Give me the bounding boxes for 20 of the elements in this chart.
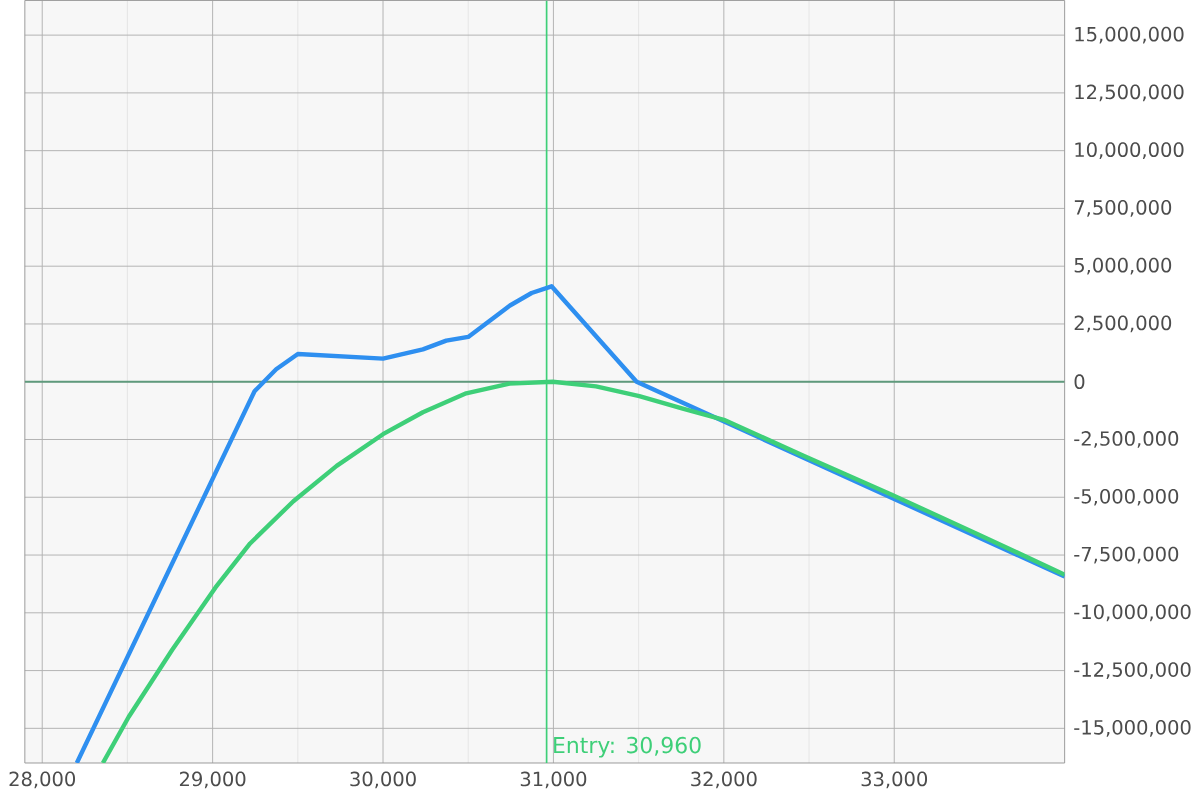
y-tick-label: -7,500,000 xyxy=(1074,546,1179,564)
y-tick-label: 7,500,000 xyxy=(1074,199,1172,217)
y-tick-label: 2,500,000 xyxy=(1074,315,1172,333)
x-tick-label: 30,000 xyxy=(350,771,416,789)
x-tick-label: 32,000 xyxy=(691,771,757,789)
y-tick-label: -15,000,000 xyxy=(1074,719,1191,737)
x-tick-label: 31,000 xyxy=(520,771,587,789)
x-tick-label: 28,000 xyxy=(9,771,76,789)
y-tick-label: 10,000,000 xyxy=(1075,142,1184,159)
y-tick-label: 0 xyxy=(1074,374,1085,389)
x-tick-label: 29,000 xyxy=(179,771,246,789)
x-tick-label: 33,000 xyxy=(861,771,928,789)
ref-line-label: Entry: 30,960 xyxy=(554,736,701,758)
y-tick-label: -10,000,000 xyxy=(1074,604,1191,621)
y-tick-label: 12,500,000 xyxy=(1075,84,1184,102)
y-tick-label: 5,000,000 xyxy=(1074,257,1172,275)
y-tick-label: 15,000,000 xyxy=(1075,26,1184,44)
y-tick-label: -12,500,000 xyxy=(1074,661,1191,679)
y-tick-label: -5,000,000 xyxy=(1074,488,1179,506)
y-tick-label: -2,500,000 xyxy=(1074,430,1179,448)
